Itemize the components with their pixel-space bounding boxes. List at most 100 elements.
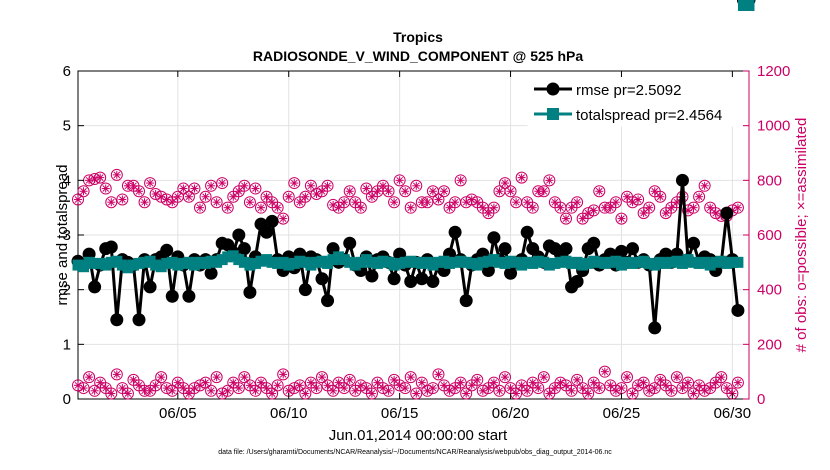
totalspread-point	[266, 256, 278, 268]
totalspread-point	[349, 259, 361, 271]
rmse-point	[648, 321, 662, 335]
obs-marker	[166, 384, 179, 397]
obs-marker	[637, 376, 650, 389]
totalspread-point	[377, 255, 389, 267]
chart-subtitle: RADIOSONDE_V_WIND_COMPONENT @ 525 hPa	[253, 48, 583, 64]
totalspread-point	[560, 255, 572, 267]
totalspread-point	[521, 256, 533, 268]
obs-marker	[582, 387, 595, 400]
rmse-point	[731, 303, 745, 317]
obs-marker	[670, 371, 683, 384]
totalspread-point	[166, 256, 178, 268]
totalspread-point	[261, 254, 273, 266]
totalspread-point	[111, 255, 123, 267]
obs-marker	[571, 196, 584, 209]
rmse-point	[570, 274, 584, 288]
obs-marker	[571, 373, 584, 386]
obs-marker	[232, 382, 245, 395]
obs-marker	[460, 387, 473, 400]
obs-marker	[210, 371, 223, 384]
obs-marker	[221, 384, 234, 397]
obs-marker	[410, 387, 423, 400]
rmse-point	[298, 283, 312, 297]
totalspread-point	[627, 257, 639, 269]
rmse-point	[260, 225, 274, 239]
totalspread-point	[460, 256, 472, 268]
obs-marker	[144, 177, 157, 190]
totalspread-point	[133, 257, 145, 269]
obs-marker	[72, 193, 84, 206]
obs-marker	[155, 371, 168, 384]
obs-marker	[615, 212, 628, 225]
obs-marker	[182, 190, 195, 203]
y-tick-label: 1	[63, 336, 71, 353]
totalspread-point	[388, 259, 400, 271]
obs-marker	[338, 382, 351, 395]
rmse-point	[459, 294, 473, 308]
rmse-point	[143, 280, 157, 294]
obs-marker	[438, 185, 450, 198]
totalspread-point	[255, 255, 267, 267]
totalspread-point	[327, 254, 339, 266]
obs-marker	[537, 371, 550, 384]
obs-marker	[515, 171, 528, 184]
obs-marker	[199, 190, 212, 203]
obs-marker	[299, 387, 312, 400]
legend-rmse-label: rmse pr=2.5092	[576, 82, 681, 99]
rmse-point	[387, 272, 401, 286]
legend-box	[527, 77, 743, 127]
y-tick-label: 3	[63, 227, 71, 244]
totalspread-point	[416, 257, 428, 269]
obs-marker	[255, 201, 267, 214]
totalspread-point	[660, 257, 672, 269]
obs-marker	[410, 179, 423, 192]
ticks-layer: 06/05 06/10 06/15 06/20 06/25 06/30 0 1 2 3 4 5 6 0 20…	[63, 63, 791, 422]
x-axis-label: Jun.01,2014 00:00:00 start	[329, 427, 508, 444]
totalspread-point	[566, 257, 578, 269]
totalspread-point	[200, 257, 212, 269]
totalspread-point	[571, 256, 583, 268]
totalspread-point	[277, 256, 289, 268]
obs-marker	[521, 384, 534, 397]
obs-marker	[665, 384, 678, 397]
totalspread-point	[183, 256, 195, 268]
totalspread-point	[732, 256, 744, 268]
obs-marker	[266, 387, 279, 400]
obs-marker	[487, 376, 500, 389]
rmse-point	[321, 294, 335, 308]
obs-marker	[632, 193, 645, 206]
totalspread-point	[449, 256, 461, 268]
totalspread-point	[299, 256, 311, 268]
obs-marker	[277, 212, 290, 225]
totalspread-point	[488, 254, 500, 266]
obs-marker	[177, 182, 190, 195]
y2-tick-label: 400	[757, 282, 782, 299]
totalspread-point	[588, 255, 600, 267]
rmse-point	[626, 242, 640, 256]
rmse-point	[614, 244, 628, 258]
obs-marker	[327, 384, 340, 397]
obs-marker	[399, 185, 412, 198]
obs-marker	[526, 201, 539, 214]
rmse-point	[720, 206, 734, 220]
obs-marker	[238, 179, 251, 192]
totalspread-point	[94, 257, 106, 269]
y2-axis-label: # of obs: o=possible; ×=assimilated	[793, 118, 810, 353]
totalspread-point	[604, 256, 616, 268]
totalspread-point	[510, 256, 522, 268]
totalspread-point	[543, 259, 555, 271]
obs-marker	[238, 371, 251, 384]
rmse-point	[404, 274, 418, 288]
obs-marker	[593, 185, 606, 198]
obs-marker	[471, 373, 484, 386]
y-tick-label: 4	[63, 172, 71, 189]
obs-marker	[682, 376, 694, 389]
y2-tick-label: 800	[757, 172, 782, 189]
totalspread-point	[355, 256, 367, 268]
chart-title: Tropics	[393, 29, 443, 45]
y2-tick-label: 1000	[757, 118, 790, 135]
obs-marker	[343, 373, 356, 386]
totalspread-point	[421, 256, 433, 268]
y2-tick-label: 600	[757, 227, 782, 244]
obs-marker	[293, 379, 306, 392]
